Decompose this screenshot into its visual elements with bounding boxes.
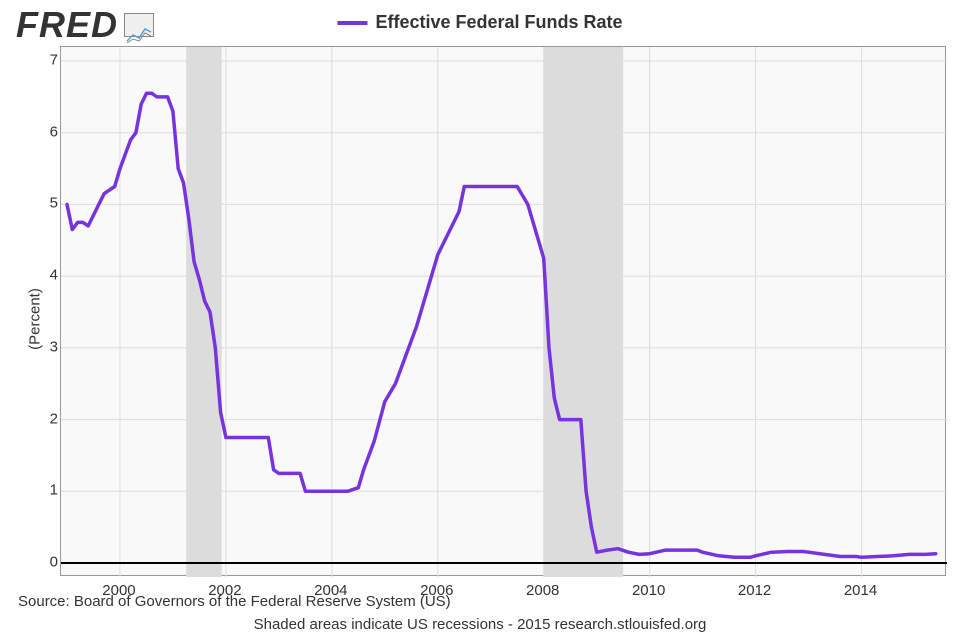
y-tick-label: 6	[50, 123, 58, 140]
legend-label: Effective Federal Funds Rate	[375, 12, 622, 33]
recession-band	[544, 47, 623, 577]
y-tick-label: 2	[50, 410, 58, 427]
footer-note: Shaded areas indicate US recessions - 20…	[254, 616, 707, 633]
y-tick-label: 4	[50, 267, 58, 284]
chart-container: FRED Effective Federal Funds Rate (Perce…	[0, 0, 960, 638]
legend-line-icon	[337, 21, 367, 25]
y-tick-label: 1	[50, 482, 58, 499]
y-tick-label: 5	[50, 195, 58, 212]
x-tick-label: 2010	[632, 582, 665, 599]
y-axis-label: (Percent)	[26, 288, 43, 350]
recession-band	[186, 47, 221, 577]
y-tick-label: 3	[50, 338, 58, 355]
chart-svg	[61, 47, 947, 577]
x-tick-label: 2008	[526, 582, 559, 599]
x-tick-label: 2012	[738, 582, 771, 599]
x-tick-label: 2014	[844, 582, 877, 599]
chart-legend: Effective Federal Funds Rate	[337, 12, 622, 33]
logo-icon	[124, 13, 154, 37]
fred-logo: FRED	[16, 4, 154, 46]
logo-text: FRED	[16, 4, 118, 46]
y-tick-label: 0	[50, 554, 58, 571]
chart-plot-area	[60, 46, 946, 576]
y-tick-label: 7	[50, 52, 58, 69]
source-text: Source: Board of Governors of the Federa…	[18, 593, 451, 610]
